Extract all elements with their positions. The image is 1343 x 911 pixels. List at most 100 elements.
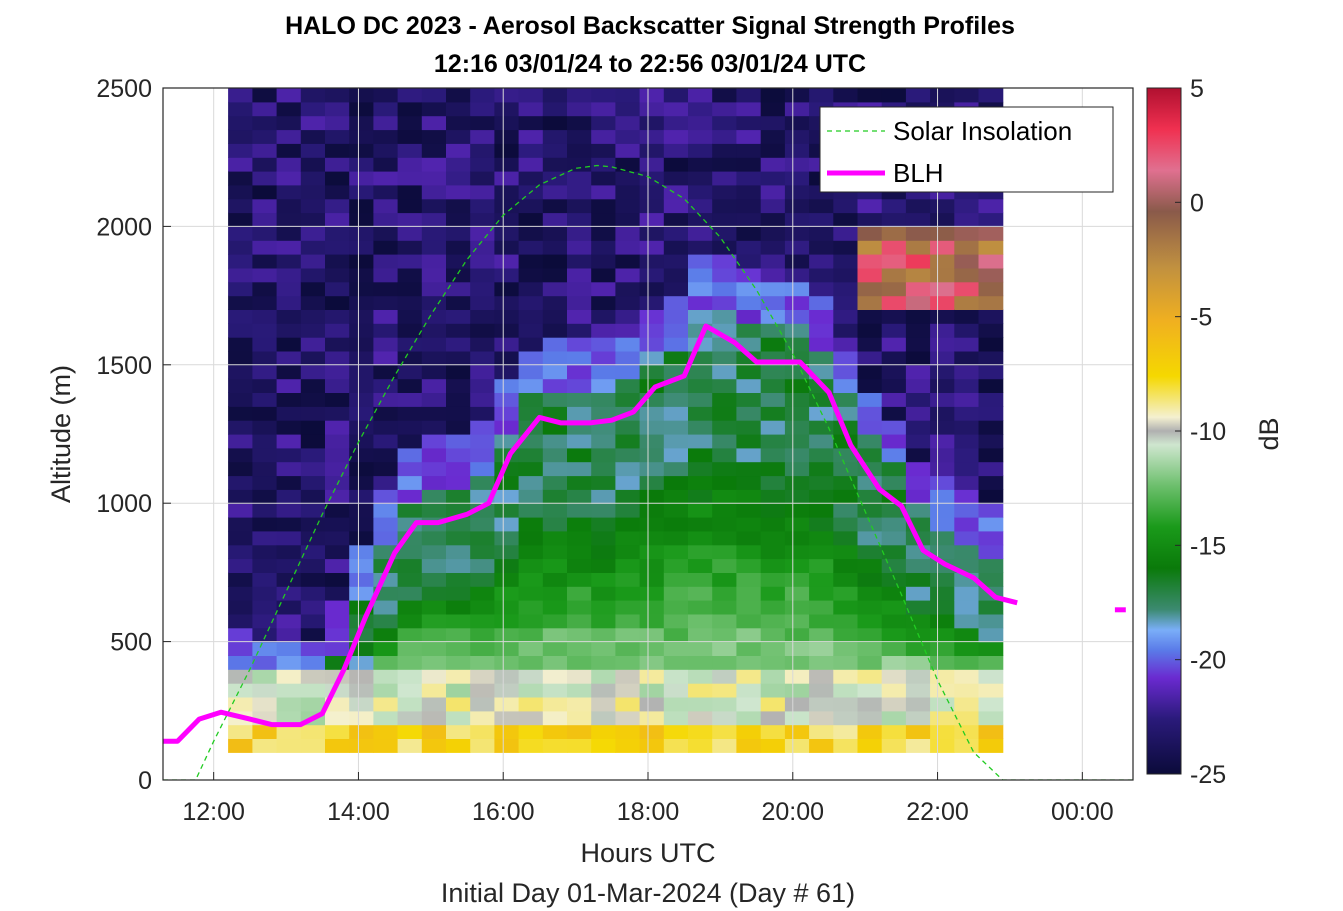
heatmap-cell	[784, 267, 810, 283]
x-tick-label: 00:00	[1051, 798, 1114, 826]
heatmap-cell	[930, 434, 955, 449]
heatmap-cell	[930, 281, 955, 297]
heatmap-cell	[349, 184, 374, 200]
heatmap-cell	[712, 600, 737, 615]
heatmap-cell	[905, 420, 931, 435]
heatmap-cell	[881, 295, 907, 310]
heatmap-cell	[518, 212, 544, 227]
heatmap-cell	[252, 351, 278, 366]
heatmap-cell	[518, 226, 544, 241]
heatmap-cell	[978, 420, 1004, 435]
heatmap-cell	[276, 157, 302, 172]
heatmap-cell	[615, 129, 641, 144]
heatmap-cell	[615, 101, 641, 117]
heatmap-cell	[276, 641, 302, 656]
heatmap-cell	[663, 683, 689, 698]
heatmap-cell	[542, 710, 568, 726]
colorbar-ticks: 5 0 -5 -10 -15 -20 -25	[1175, 75, 1226, 789]
heatmap-cell	[615, 627, 641, 643]
heatmap-cell	[978, 503, 1004, 518]
heatmap-cell	[542, 267, 568, 283]
heatmap-cell	[397, 226, 423, 241]
heatmap-cell	[881, 572, 907, 587]
heatmap-cell	[688, 572, 713, 587]
heatmap-cell	[252, 627, 278, 643]
heatmap-cell	[397, 295, 423, 310]
heatmap-cell	[325, 378, 350, 393]
heatmap-cell	[252, 558, 278, 573]
heatmap-cell	[930, 240, 955, 255]
heatmap-cell	[276, 600, 302, 615]
heatmap-cell	[373, 295, 399, 310]
heatmap-cell	[421, 724, 447, 739]
heatmap-cell	[615, 351, 641, 366]
heatmap-cell	[978, 198, 1004, 214]
colorbar-tick-label: -25	[1190, 761, 1226, 789]
heatmap-cell	[228, 558, 253, 573]
heatmap-cell	[784, 447, 810, 463]
heatmap-cell	[784, 503, 810, 518]
heatmap-cell	[663, 669, 689, 684]
heatmap-cell	[712, 420, 737, 435]
heatmap-cell	[930, 558, 955, 573]
heatmap-cell	[470, 309, 495, 324]
heatmap-cell	[760, 738, 786, 753]
heatmap-cell	[446, 420, 471, 435]
heatmap-cell	[857, 295, 883, 310]
heatmap-cell	[494, 364, 520, 380]
heatmap-cell	[712, 254, 737, 269]
heatmap-cell	[591, 558, 616, 573]
heatmap-cell	[591, 697, 616, 712]
heatmap-cell	[857, 710, 883, 726]
colorbar-tick-label: 5	[1190, 75, 1204, 103]
heatmap-cell	[833, 669, 859, 684]
heatmap-cell	[978, 88, 1004, 103]
heatmap-cell	[978, 489, 1004, 504]
heatmap-cell	[615, 309, 641, 324]
heatmap-cell	[421, 323, 447, 338]
heatmap-cell	[567, 517, 592, 532]
heatmap-cell	[591, 724, 616, 739]
heatmap-cell	[905, 88, 931, 103]
heatmap-cell	[373, 267, 399, 283]
heatmap-cell	[252, 420, 278, 435]
heatmap-cell	[712, 88, 737, 103]
heatmap-cell	[446, 267, 471, 283]
heatmap-cell	[760, 337, 786, 352]
heatmap-cell	[421, 447, 447, 463]
heatmap-cell	[591, 461, 616, 477]
heatmap-cell	[978, 724, 1004, 739]
heatmap-cell	[349, 364, 374, 380]
heatmap-cell	[905, 697, 931, 712]
heatmap-cell	[881, 558, 907, 573]
heatmap-cell	[421, 406, 447, 421]
heatmap-cell	[228, 613, 253, 629]
heatmap-cell	[591, 212, 616, 227]
heatmap-cell	[325, 710, 350, 726]
heatmap-cell	[591, 434, 616, 449]
heatmap-cell	[494, 420, 520, 435]
heatmap-cell	[397, 115, 423, 131]
heatmap-cell	[252, 447, 278, 463]
heatmap-cell	[784, 724, 810, 739]
heatmap-cell	[397, 157, 423, 172]
heatmap-cell	[349, 489, 374, 504]
heatmap-cell	[881, 655, 907, 670]
heatmap-cell	[881, 641, 907, 656]
heatmap-cell	[325, 447, 350, 463]
heatmap-cell	[228, 101, 253, 117]
x-tick-label: 12:00	[182, 798, 245, 826]
heatmap-cell	[518, 710, 544, 726]
heatmap-cell	[494, 600, 520, 615]
heatmap-cell	[397, 558, 423, 573]
heatmap-cell	[276, 530, 302, 546]
heatmap-cell	[228, 115, 253, 131]
heatmap-cell	[736, 489, 762, 504]
heatmap-cell	[446, 281, 471, 297]
heatmap-cell	[373, 309, 399, 324]
heatmap-cell	[591, 171, 616, 186]
x-axis-label: Hours UTC	[580, 838, 715, 868]
heatmap-cell	[421, 309, 447, 324]
heatmap-cell	[252, 240, 278, 255]
heatmap-cell	[446, 738, 471, 753]
